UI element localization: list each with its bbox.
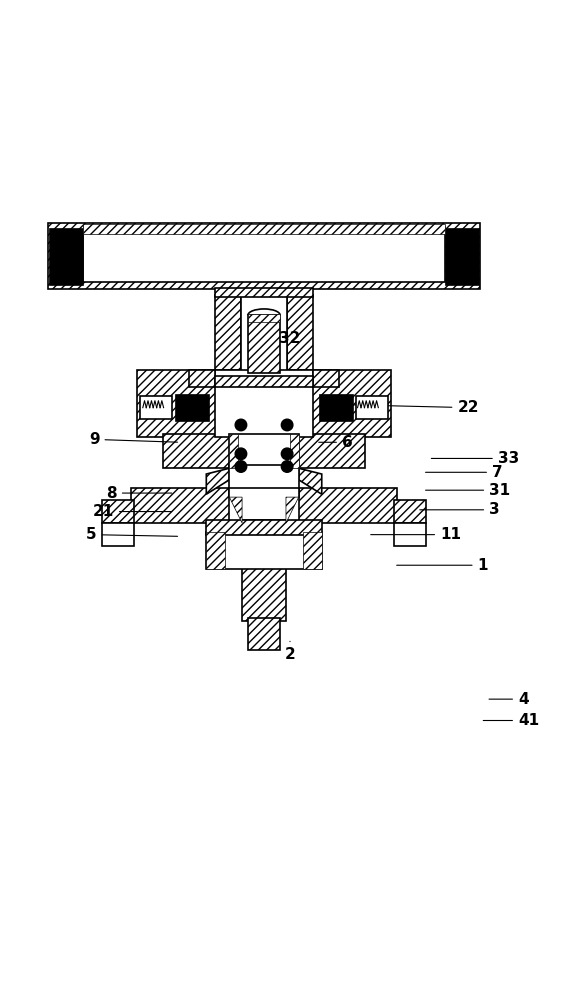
Text: 32: 32 <box>278 331 300 350</box>
Bar <box>206 532 225 569</box>
Bar <box>163 434 365 468</box>
Circle shape <box>235 448 246 460</box>
Bar <box>103 523 134 546</box>
Bar <box>206 520 322 535</box>
Bar <box>84 226 445 233</box>
Bar <box>230 434 238 468</box>
Text: 1: 1 <box>397 558 488 573</box>
Polygon shape <box>206 468 230 494</box>
Text: 7: 7 <box>426 465 503 480</box>
Bar <box>49 228 83 285</box>
Circle shape <box>235 419 246 431</box>
Circle shape <box>281 419 293 431</box>
Bar <box>313 370 339 387</box>
Bar <box>103 500 134 523</box>
Bar <box>230 488 299 523</box>
Circle shape <box>235 461 246 472</box>
Text: 22: 22 <box>350 400 479 415</box>
Text: 9: 9 <box>89 432 177 447</box>
Bar <box>175 394 209 421</box>
Polygon shape <box>286 497 299 523</box>
Bar <box>242 520 286 621</box>
Bar <box>319 394 353 421</box>
Circle shape <box>281 461 293 472</box>
Bar <box>290 434 299 468</box>
Bar <box>303 532 322 569</box>
Bar <box>248 618 280 650</box>
Text: 8: 8 <box>106 486 172 501</box>
Text: 3: 3 <box>420 502 500 517</box>
Bar <box>230 465 299 497</box>
Bar <box>287 295 313 373</box>
Bar <box>248 315 280 373</box>
Text: 4: 4 <box>489 692 528 707</box>
Text: 41: 41 <box>483 713 539 728</box>
Text: 21: 21 <box>93 504 172 519</box>
Text: 31: 31 <box>426 483 510 498</box>
Bar <box>215 376 313 387</box>
Bar <box>445 228 478 285</box>
Bar <box>215 288 313 297</box>
Text: 33: 33 <box>432 451 519 466</box>
Bar <box>356 396 388 419</box>
Bar <box>215 370 313 437</box>
Bar <box>131 488 397 523</box>
Bar <box>230 434 299 468</box>
Bar <box>248 314 280 322</box>
Bar <box>84 224 445 234</box>
Polygon shape <box>230 497 242 523</box>
Bar <box>48 223 480 289</box>
Bar <box>206 532 322 569</box>
Bar <box>394 523 426 546</box>
Bar <box>215 295 241 373</box>
Bar <box>241 295 287 373</box>
Text: 6: 6 <box>319 435 353 450</box>
Bar <box>137 370 391 437</box>
Circle shape <box>281 448 293 460</box>
Text: 11: 11 <box>371 527 461 542</box>
Bar <box>140 396 172 419</box>
Bar <box>394 500 426 523</box>
Polygon shape <box>299 468 322 494</box>
Bar <box>189 370 215 387</box>
Text: 2: 2 <box>285 641 295 662</box>
Bar <box>84 230 445 282</box>
Text: 5: 5 <box>86 527 177 542</box>
